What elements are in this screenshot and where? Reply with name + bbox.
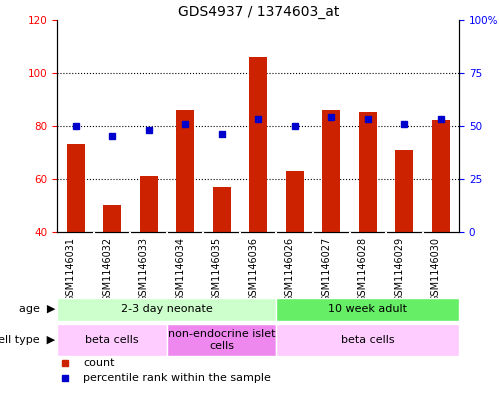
Text: non-endocrine islet
cells: non-endocrine islet cells: [168, 329, 275, 351]
Bar: [57, 298, 276, 321]
Text: GSM1146034: GSM1146034: [175, 237, 185, 302]
Text: percentile rank within the sample: percentile rank within the sample: [83, 373, 271, 384]
Bar: [66, 144, 85, 232]
Text: beta cells: beta cells: [341, 335, 395, 345]
Bar: [285, 171, 304, 232]
Bar: [167, 324, 276, 356]
Bar: [276, 324, 459, 356]
Bar: [103, 205, 121, 232]
Bar: [176, 110, 194, 232]
Text: GSM1146033: GSM1146033: [139, 237, 149, 302]
Text: GSM1146035: GSM1146035: [212, 237, 222, 302]
Text: GSM1146030: GSM1146030: [431, 237, 441, 302]
Text: 2-3 day neonate: 2-3 day neonate: [121, 305, 213, 314]
Text: age  ▶: age ▶: [18, 305, 55, 314]
Text: GSM1146027: GSM1146027: [321, 237, 331, 302]
Text: GSM1146036: GSM1146036: [248, 237, 258, 302]
Bar: [276, 298, 459, 321]
Bar: [57, 324, 167, 356]
Bar: [140, 176, 158, 232]
Bar: [213, 187, 231, 232]
Bar: [432, 120, 450, 232]
Text: count: count: [83, 358, 115, 368]
Text: GSM1146026: GSM1146026: [285, 237, 295, 302]
Title: GDS4937 / 1374603_at: GDS4937 / 1374603_at: [178, 5, 339, 18]
Bar: [359, 112, 377, 232]
Text: GSM1146028: GSM1146028: [358, 237, 368, 302]
Text: beta cells: beta cells: [85, 335, 139, 345]
Text: GSM1146031: GSM1146031: [66, 237, 76, 302]
Bar: [249, 57, 267, 232]
Text: 10 week adult: 10 week adult: [328, 305, 407, 314]
Text: GSM1146029: GSM1146029: [394, 237, 404, 302]
Bar: [395, 150, 414, 232]
Text: GSM1146032: GSM1146032: [102, 237, 112, 302]
Text: cell type  ▶: cell type ▶: [0, 335, 55, 345]
Bar: [322, 110, 340, 232]
